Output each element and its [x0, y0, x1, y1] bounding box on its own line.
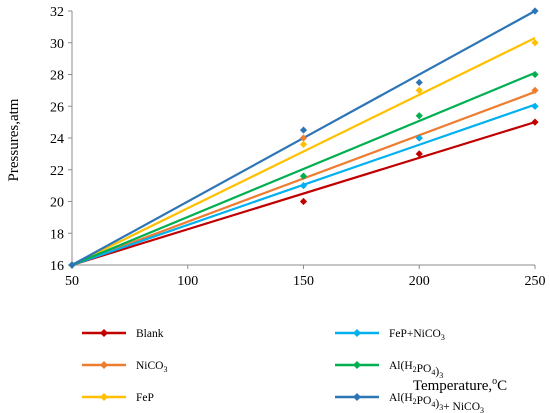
- x-axis-title-sup: o: [492, 376, 497, 387]
- legend-swatch-marker: [100, 361, 108, 369]
- legend-label-part: Blank: [136, 328, 164, 340]
- legend-label: FeP: [136, 392, 154, 404]
- x-tick-label: 50: [65, 274, 79, 289]
- data-point-0-1: [299, 197, 308, 206]
- y-axis-title: Pressures,atm: [6, 98, 22, 181]
- legend-label-part: PO: [417, 363, 432, 375]
- legend-label-sub: 3: [439, 403, 443, 412]
- x-axis-title-text: Temperature,: [413, 378, 492, 394]
- data-point-5-0: [68, 261, 76, 269]
- trendline-2: [71, 36, 536, 266]
- data-point-2-3: [531, 39, 539, 47]
- data-point-5-1: [299, 126, 308, 134]
- legend-label-part: ): [435, 398, 439, 410]
- data-point-4-3: [531, 70, 539, 79]
- y-tick-label: 26: [50, 100, 64, 115]
- legend-label-part: Al(H: [389, 392, 413, 404]
- data-point-0-3: [531, 118, 539, 126]
- legend-label-sub: 3: [163, 365, 167, 374]
- legend-swatch-marker: [100, 329, 108, 337]
- legend-label: FeP+NiCO3: [389, 328, 445, 342]
- legend-label-sub: 3: [480, 406, 484, 413]
- data-point-5-3: [531, 7, 539, 15]
- legend-label-sub: 4: [431, 400, 435, 409]
- trendline-4: [71, 71, 536, 267]
- legend-label: NiCO3: [136, 360, 167, 374]
- legend-label: Al(H2PO4)3+ NiCO3: [389, 392, 484, 413]
- legend-label-part: Al(H: [389, 360, 413, 372]
- x-axis-title-unit: C: [497, 378, 507, 394]
- x-tick-label: 250: [525, 274, 546, 289]
- legend-label: Al(H2PO4)3: [389, 360, 443, 380]
- y-tick-label: 32: [50, 5, 64, 20]
- x-axis-ticks: 50 100 150 200 250: [65, 265, 546, 289]
- data-points: [68, 7, 539, 269]
- data-point-1-3: [531, 86, 539, 94]
- legend-label-sub: 2: [413, 397, 417, 406]
- y-tick-label: 24: [50, 132, 64, 147]
- legend-label-part: FeP: [136, 392, 154, 404]
- y-tick-label: 28: [50, 69, 64, 84]
- y-tick-label: 16: [50, 259, 64, 274]
- data-point-3-1: [299, 182, 308, 190]
- legend-label-sub: 3: [441, 333, 445, 342]
- data-point-2-1: [299, 140, 308, 148]
- legend-swatch-marker: [353, 361, 361, 369]
- legend-swatch-marker: [100, 393, 108, 401]
- legend-label-sub: 2: [413, 365, 417, 374]
- legend-swatch-marker: [353, 393, 361, 401]
- x-tick-label: 100: [177, 274, 198, 289]
- data-point-4-1: [299, 172, 308, 180]
- x-axis-title: Temperature,oC: [413, 376, 507, 394]
- y-axis-ticks: 16 18 20 22 24 26 28 30 32: [50, 5, 72, 274]
- y-tick-label: 18: [50, 227, 64, 242]
- data-point-4-2: [415, 112, 423, 120]
- x-tick-label: 200: [409, 274, 430, 289]
- y-tick-label: 20: [50, 196, 64, 211]
- data-point-3-3: [531, 102, 539, 110]
- y-tick-label: 30: [50, 37, 64, 52]
- legend-label-part: NiCO: [136, 360, 163, 372]
- legend-label-sub: 3: [439, 371, 443, 380]
- x-tick-label: 150: [293, 274, 314, 289]
- legend-swatch-marker: [353, 329, 361, 337]
- legend-label-part: FeP+NiCO: [389, 328, 441, 340]
- legend-label-part: PO: [417, 395, 432, 407]
- data-point-3-2: [415, 134, 423, 142]
- data-point-2-2: [415, 86, 423, 94]
- trendline-0: [71, 121, 536, 267]
- data-point-1-1: [299, 134, 308, 142]
- legend-label: Blank: [136, 328, 164, 340]
- data-point-5-2: [415, 78, 423, 87]
- legend-label-part: + NiCO: [443, 401, 480, 413]
- y-tick-label: 22: [50, 164, 64, 179]
- legend-label-part: ): [435, 366, 439, 378]
- data-point-0-2: [415, 150, 423, 158]
- legend-label-sub: 4: [431, 368, 435, 377]
- legend: BlankNiCO3FePFeP+NiCO3Al(H2PO4)3Al(H2PO4…: [82, 328, 484, 413]
